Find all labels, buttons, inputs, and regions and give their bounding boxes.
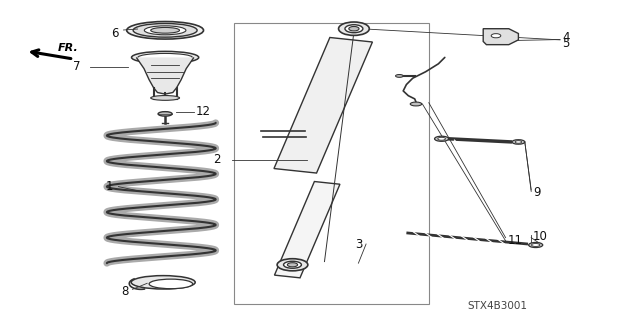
Polygon shape (274, 38, 372, 173)
Ellipse shape (492, 34, 501, 38)
Text: STX4B3001: STX4B3001 (467, 301, 527, 311)
Polygon shape (483, 29, 518, 45)
Ellipse shape (284, 261, 301, 268)
Ellipse shape (349, 26, 359, 31)
Ellipse shape (138, 53, 192, 61)
Ellipse shape (158, 112, 172, 116)
Text: 4: 4 (562, 31, 570, 44)
Text: 2: 2 (213, 153, 221, 166)
Ellipse shape (435, 136, 449, 141)
Ellipse shape (512, 140, 525, 144)
Ellipse shape (151, 96, 179, 100)
Polygon shape (275, 182, 340, 278)
Text: 8: 8 (122, 285, 129, 298)
Ellipse shape (145, 26, 186, 35)
Ellipse shape (396, 75, 403, 77)
Ellipse shape (127, 22, 204, 39)
Text: 3: 3 (355, 238, 363, 250)
Ellipse shape (149, 279, 193, 289)
Polygon shape (136, 57, 194, 94)
Text: 10: 10 (533, 230, 548, 243)
Text: 9: 9 (533, 186, 541, 198)
Text: 1: 1 (106, 180, 113, 193)
Ellipse shape (515, 141, 522, 143)
Text: 7: 7 (72, 61, 80, 73)
Ellipse shape (345, 25, 363, 33)
Text: 5: 5 (562, 37, 570, 49)
Ellipse shape (531, 244, 540, 247)
Ellipse shape (133, 24, 197, 37)
Text: FR.: FR. (58, 43, 78, 53)
Ellipse shape (438, 137, 445, 140)
Text: 11: 11 (508, 234, 522, 247)
Text: 12: 12 (195, 105, 210, 118)
Ellipse shape (287, 263, 298, 267)
Ellipse shape (529, 242, 543, 248)
Text: 6: 6 (111, 27, 118, 40)
Ellipse shape (132, 51, 198, 63)
Bar (234, 23, 429, 304)
Ellipse shape (277, 259, 308, 271)
Ellipse shape (151, 27, 179, 33)
Ellipse shape (131, 276, 195, 289)
Ellipse shape (410, 102, 422, 106)
Ellipse shape (339, 22, 369, 35)
